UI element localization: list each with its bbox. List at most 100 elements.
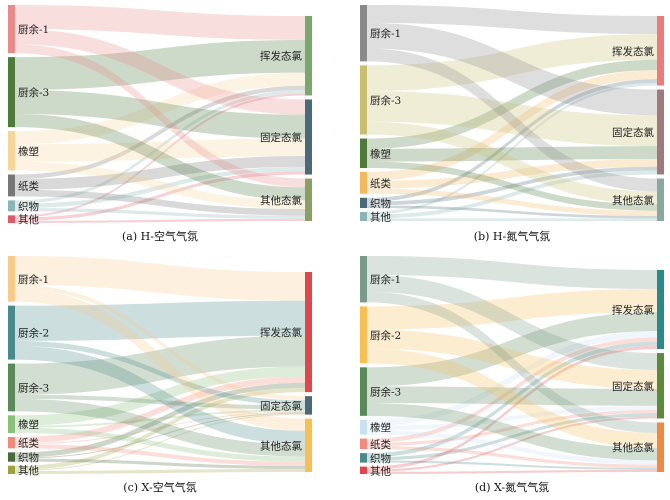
source-label: 橡塑: [370, 147, 391, 160]
sankey-link: [15, 166, 305, 209]
sankey-link: [367, 337, 657, 443]
sankey-link: [15, 89, 305, 139]
sankey-link: [367, 82, 657, 215]
sankey-link: [15, 85, 305, 179]
sankey-link: [15, 394, 305, 410]
sankey-link: [367, 410, 657, 446]
sankey-link: [367, 288, 657, 330]
source-label: 纸类: [18, 437, 39, 450]
source-node: [360, 453, 367, 463]
target-node: [305, 418, 312, 472]
sankey-link: [367, 460, 657, 470]
sankey-link: [15, 409, 305, 428]
source-node: [360, 212, 367, 221]
source-label: 其他: [18, 464, 39, 477]
sankey-link: [367, 430, 657, 465]
source-label: 厨余-1: [18, 23, 49, 36]
sankey-link: [367, 274, 657, 370]
source-node: [8, 452, 15, 462]
panel-caption: (b) H-氮气气氛: [474, 229, 550, 243]
sankey-link: [15, 412, 305, 459]
source-label: 纸类: [370, 177, 391, 190]
sankey-link: [367, 34, 657, 91]
source-node: [8, 305, 15, 360]
sankey-link: [367, 469, 657, 474]
source-label: 纸类: [18, 179, 39, 192]
sankey-link: [367, 405, 657, 431]
sankey-link: [15, 413, 305, 471]
sankey-link: [367, 218, 657, 221]
sankey-link: [367, 146, 657, 162]
sankey-link: [15, 161, 305, 210]
sankey-link: [367, 348, 657, 448]
sankey-link: [367, 403, 657, 461]
source-label: 纸类: [370, 438, 391, 451]
sankey-link: [367, 256, 657, 289]
source-label: 其他: [370, 211, 391, 224]
source-node: [8, 465, 15, 474]
source-node: [360, 197, 367, 209]
target-label: 固定态氯: [612, 380, 654, 393]
sankey-link: [367, 59, 657, 149]
sankey-link: [15, 366, 305, 426]
source-label: 厨余-3: [370, 94, 401, 107]
source-node: [8, 5, 15, 54]
source-node: [360, 306, 367, 364]
sankey-link: [15, 285, 305, 401]
target-node: [305, 178, 312, 221]
source-label: 厨余-1: [370, 27, 401, 40]
target-label: 其他态氯: [612, 194, 654, 207]
source-label: 厨余-2: [18, 327, 49, 340]
sankey-link: [15, 382, 305, 458]
source-node: [360, 5, 367, 62]
sankey-link: [15, 156, 305, 190]
sankey-link: [367, 159, 657, 189]
panel-caption: (c) X-空气气氛: [123, 480, 196, 494]
source-label: 其他: [370, 464, 391, 477]
sankey-link: [367, 188, 657, 216]
sankey-link: [15, 458, 305, 469]
sankey-links: [15, 256, 305, 474]
panel-caption: (d) X-氮气气氛: [475, 480, 549, 494]
sankey-link: [367, 341, 657, 458]
target-label: 挥发态氯: [612, 45, 654, 58]
source-label: 厨余-1: [18, 273, 49, 286]
source-node: [360, 419, 367, 435]
target-node: [657, 178, 664, 221]
sankey-link: [367, 170, 657, 219]
source-label: 厨余-3: [18, 86, 49, 99]
sankey-link: [367, 312, 657, 387]
source-label: 橡塑: [18, 418, 39, 431]
sankey-link: [15, 300, 305, 341]
sankey-links: [15, 5, 305, 223]
sankey-link: [15, 346, 305, 445]
sankey-link: [367, 166, 657, 206]
target-node: [657, 422, 664, 472]
sankey-link: [15, 388, 305, 470]
sankey-link: [367, 70, 657, 181]
target-label: 挥发态氯: [260, 50, 302, 63]
sankey-link: [367, 5, 657, 35]
source-node: [360, 138, 367, 169]
target-label: 其他态氯: [612, 441, 654, 454]
source-node: [360, 65, 367, 135]
sankey-link: [15, 218, 305, 223]
target-label: 其他态氯: [260, 439, 302, 452]
sankey-link: [15, 256, 305, 301]
source-node: [8, 215, 15, 223]
target-label: 固定态氯: [260, 399, 302, 412]
sankey-link: [15, 93, 305, 218]
sankey-link: [367, 413, 657, 461]
sankey-link: [15, 208, 305, 219]
target-label: 固定态氯: [260, 131, 302, 144]
sankey-link: [15, 114, 305, 201]
source-label: 织物: [18, 200, 39, 213]
sankey-link: [367, 205, 657, 219]
sankey-link: [15, 468, 305, 474]
sankey-link: [367, 445, 657, 468]
target-label: 挥发态氯: [612, 304, 654, 317]
source-node: [8, 57, 15, 128]
source-node: [360, 172, 367, 194]
